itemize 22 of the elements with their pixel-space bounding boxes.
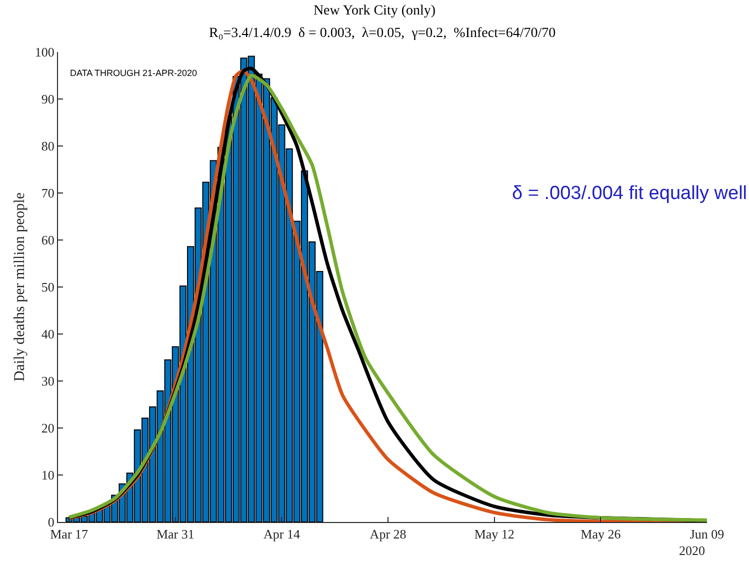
x-axis-title: 2020 [679,543,705,558]
y-tick-label: 40 [41,326,54,342]
x-tick-label: Apr 28 [370,526,406,542]
y-tick-label: 10 [41,468,54,483]
y-tick-label: 70 [41,186,54,201]
y-axis-title: Daily deaths per million people [12,192,28,382]
x-tick-label: May 26 [580,526,622,542]
y-tick-label: 80 [41,138,54,154]
y-tick-label: 20 [41,420,54,436]
chart-subtitle: R₀=3.4/1.4/0.9 δ = 0.003, λ=0.05, γ=0.2, %Infect=64/70/70 [209,26,556,41]
y-tick-label: 50 [41,280,54,295]
annotation: DATA THROUGH 21-APR-2020 [70,68,198,78]
y-tick-label: 90 [41,92,54,107]
x-tick-label: May 12 [474,526,514,542]
y-tick-label: 100 [34,44,54,60]
x-tick-label: Jun 09 [690,526,724,542]
x-tick-label: Apr 14 [263,526,300,542]
x-tick-label: Mar 31 [156,526,194,542]
annotation: δ = .003/.004 fit equally well [512,183,748,204]
y-tick-label: 30 [41,374,54,389]
chart-title: New York City (only) [313,3,436,18]
y-tick-label: 60 [41,232,54,248]
